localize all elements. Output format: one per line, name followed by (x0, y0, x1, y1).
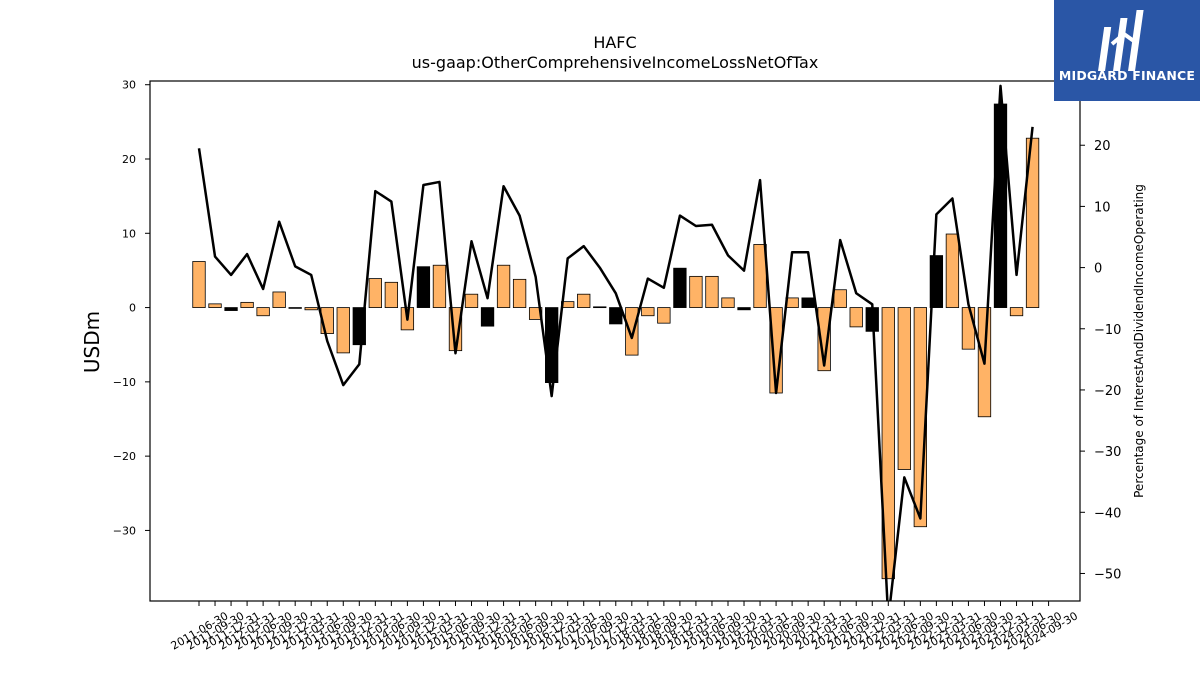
bar (1009, 307, 1024, 317)
y-tick-label: 0 (129, 302, 136, 315)
bar (705, 275, 719, 308)
line-group (197, 84, 1034, 601)
axes-group: 3020100−10−20−303020100−10−20−30−40−5020… (113, 78, 1122, 653)
bar (272, 291, 286, 308)
bar (192, 261, 206, 308)
bar (961, 307, 976, 350)
bar (288, 307, 302, 309)
y-tick-label: −30 (113, 524, 136, 537)
bar (641, 307, 655, 317)
chart-subtitle: us-gaap:OtherComprehensiveIncomeLossNetO… (412, 53, 819, 72)
y-tick-label: −20 (113, 450, 136, 463)
y-tick-label: 10 (122, 227, 136, 240)
bar (496, 264, 511, 308)
bar (304, 307, 318, 311)
bar (945, 233, 960, 308)
bar (208, 303, 222, 308)
bar (609, 307, 623, 325)
y2-tick-label: −10 (1094, 323, 1121, 338)
bar (577, 293, 591, 308)
bar (593, 306, 607, 309)
y-axis-label: USDm (80, 311, 104, 373)
bar (224, 307, 238, 311)
bar (416, 266, 431, 308)
bar (464, 293, 479, 308)
series-line (197, 84, 1034, 601)
plot-frame (149, 80, 1081, 602)
bar (625, 307, 639, 356)
midgard-m-logo-icon (1098, 10, 1144, 71)
y2-tick-label: −40 (1094, 506, 1121, 521)
bar (689, 275, 703, 308)
bar (512, 278, 527, 308)
bar (897, 307, 911, 470)
bar (528, 307, 543, 320)
bar (256, 307, 270, 317)
bars-group (192, 103, 1040, 580)
brand-logo: MIDGARD FINANCE (1054, 0, 1200, 101)
y2-tick-label: −20 (1094, 384, 1121, 399)
bar (384, 281, 399, 308)
y-tick-label: 30 (122, 79, 136, 92)
bar (801, 297, 815, 308)
y-tick-label: −10 (113, 376, 136, 389)
bar (480, 307, 495, 327)
bar (817, 307, 831, 372)
bar (833, 289, 847, 308)
bar (849, 307, 863, 328)
bar (368, 278, 382, 308)
y-tick-label: 20 (122, 153, 136, 166)
bar (881, 307, 895, 580)
y2-tick-label: 10 (1094, 200, 1111, 215)
bar (657, 307, 671, 324)
y2-tick-label: −50 (1094, 567, 1121, 582)
bar (737, 307, 751, 311)
brand-name: MIDGARD FINANCE (1058, 68, 1196, 83)
bar (336, 307, 350, 354)
y2-tick-label: 0 (1094, 262, 1102, 277)
y2-tick-label: −30 (1094, 445, 1121, 460)
bar (240, 301, 254, 308)
bar (432, 264, 447, 308)
y2-axis-label: Percentage of InterestAndDividendIncomeO… (1132, 184, 1146, 498)
y2-tick-label: 20 (1094, 139, 1111, 154)
chart-title: HAFC (593, 33, 636, 52)
bar (721, 297, 735, 308)
bar (673, 267, 687, 308)
